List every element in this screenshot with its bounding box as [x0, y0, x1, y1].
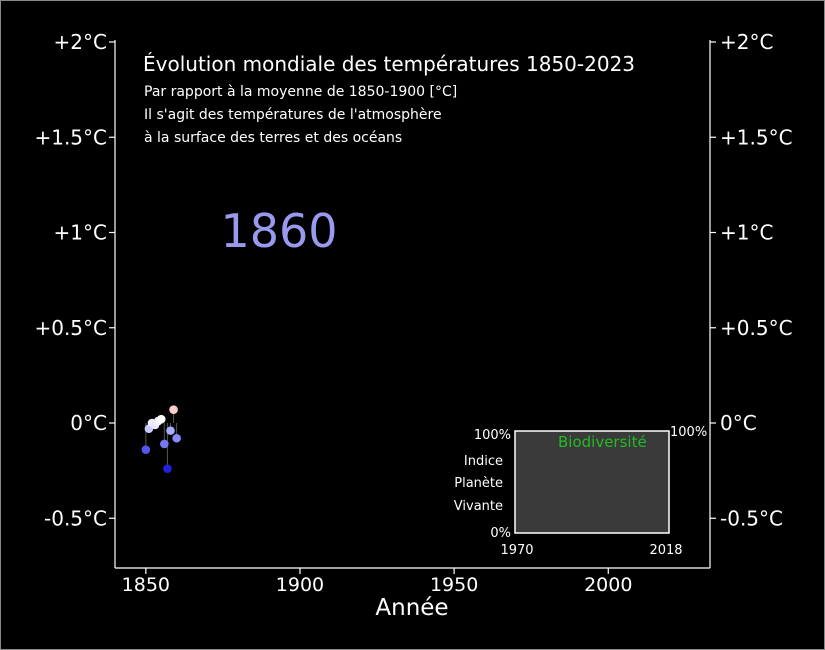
data-point-1860: [172, 433, 181, 443]
data-point-1856: [160, 439, 169, 449]
x-ticks: 1850 1900 1950 2000: [122, 568, 632, 596]
inset-x-end-label: 2018: [649, 543, 682, 558]
y-tick-label-right-2: +1°C: [720, 221, 773, 245]
x-tick-label-3: 2000: [584, 574, 632, 596]
data-point-1858: [166, 426, 175, 435]
x-tick-label-0: 1850: [122, 574, 170, 596]
chart-title: Évolution mondiale des températures 1850…: [143, 52, 635, 76]
y-ticks-right: +2°C +1.5°C +1°C +0.5°C 0°C -0.5°C: [710, 30, 793, 530]
y-tick-label-right-0: +2°C: [720, 30, 773, 54]
y-ticks-left: +2°C +1.5°C +1°C +0.5°C 0°C -0.5°C: [34, 30, 115, 530]
inset-label-line-1: Indice: [464, 454, 503, 469]
y-tick-label-right-1: +1.5°C: [720, 125, 793, 149]
y-tick-label-right-4: 0°C: [720, 411, 757, 435]
inset-y-bottom-label: 0%: [490, 526, 511, 541]
x-axis-label: Année: [375, 595, 448, 621]
data-point-1857: [163, 464, 172, 474]
y-tick-label-left-0: +2°C: [54, 30, 107, 54]
inset-label-line-2: Planète: [454, 476, 503, 491]
y-tick-label-left-4: 0°C: [70, 411, 107, 435]
x-tick-label-2: 1950: [430, 574, 478, 596]
y-tick-label-left-3: +0.5°C: [34, 316, 107, 340]
data-point-1850: [141, 445, 151, 454]
y-tick-label-right-5: -0.5°C: [720, 506, 783, 530]
data-points: [141, 405, 181, 474]
y-tick-label-left-2: +1°C: [54, 221, 107, 245]
inset-right-label: 100%: [670, 425, 707, 440]
current-year-label: 1860: [220, 204, 337, 258]
inset-x-start-label: 1970: [500, 543, 533, 558]
inset-series-label: Biodiversité: [558, 433, 647, 451]
y-tick-label-left-5: -0.5°C: [44, 506, 107, 530]
chart-subtitle-2: Il s'agit des températures de l'atmosphè…: [144, 107, 442, 123]
data-point-1859: [169, 405, 178, 414]
x-tick-label-1: 1900: [276, 574, 324, 596]
chart-subtitle-1: Par rapport à la moyenne de 1850-1900 [°…: [144, 84, 457, 100]
y-tick-label-left-1: +1.5°C: [34, 125, 107, 149]
chart-subtitle-3: à la surface des terres et des océans: [144, 130, 402, 146]
inset-label-line-3: Vivante: [454, 499, 503, 514]
biodiversity-inset: 100% Indice Planète Vivante 0% 100% Biod…: [454, 425, 707, 558]
y-tick-label-right-3: +0.5°C: [720, 316, 793, 340]
inset-y-top-label: 100%: [474, 428, 511, 443]
data-point-1855: [156, 414, 166, 424]
inset-panel: [514, 430, 670, 534]
